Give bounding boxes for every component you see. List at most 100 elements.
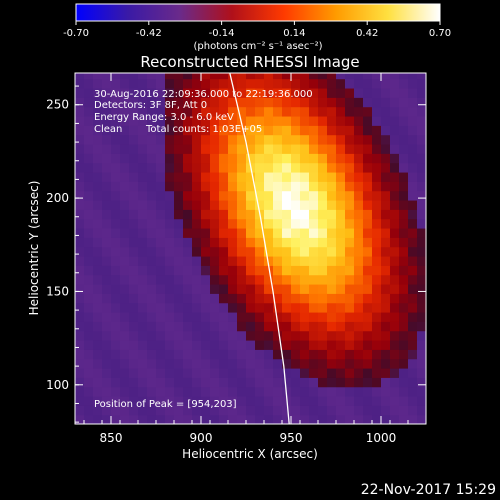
heatmap-cell xyxy=(354,255,364,266)
heatmap-cell xyxy=(318,274,328,285)
heatmap-cell xyxy=(327,199,337,210)
heatmap-cell xyxy=(408,106,418,117)
heatmap-cell xyxy=(102,106,112,117)
heatmap-cell xyxy=(156,87,166,98)
heatmap-cell xyxy=(291,237,301,248)
heatmap-cell xyxy=(345,330,355,341)
heatmap-cell xyxy=(309,237,319,248)
heatmap-cell xyxy=(219,377,229,388)
heatmap-cell xyxy=(408,171,418,182)
heatmap-cell xyxy=(255,73,265,80)
heatmap-cell xyxy=(192,153,202,164)
heatmap-cell xyxy=(246,190,256,201)
heatmap-cell xyxy=(201,255,211,266)
heatmap-cell xyxy=(93,115,103,126)
heatmap-cell xyxy=(93,395,103,406)
detectors-annotation: Detectors: 3F 8F, Att 0 xyxy=(94,100,207,111)
heatmap-cell xyxy=(336,162,346,173)
heatmap-cell xyxy=(147,115,157,126)
heatmap-cell xyxy=(228,73,238,80)
heatmap-cell xyxy=(399,73,409,80)
heatmap-cell xyxy=(354,143,364,154)
heatmap-cell xyxy=(354,358,364,369)
heatmap-cell xyxy=(390,209,400,220)
heatmap-cell xyxy=(417,106,426,117)
heatmap-cell xyxy=(282,293,292,304)
heatmap-cell xyxy=(219,330,229,341)
heatmap-cell xyxy=(372,321,382,332)
heatmap-cell xyxy=(84,358,94,369)
heatmap-cell xyxy=(174,377,184,388)
heatmap-cell xyxy=(174,78,184,89)
heatmap-cell xyxy=(345,209,355,220)
heatmap-cell xyxy=(345,395,355,406)
heatmap-cell xyxy=(300,181,310,192)
heatmap-cell xyxy=(246,339,256,350)
heatmap-cell xyxy=(327,246,337,257)
heatmap-cell xyxy=(102,283,112,294)
heatmap-cell xyxy=(381,274,391,285)
heatmap-cell xyxy=(102,414,112,424)
heatmap-cell xyxy=(390,311,400,322)
heatmap-cell xyxy=(255,199,265,210)
heatmap-cell xyxy=(291,209,301,220)
heatmap-cell xyxy=(273,237,283,248)
heatmap-cell xyxy=(381,414,391,424)
heatmap-cell xyxy=(318,87,328,98)
heatmap-cell xyxy=(255,265,265,276)
heatmap-cell xyxy=(273,405,283,416)
heatmap-cell xyxy=(156,395,166,406)
heatmap-cell xyxy=(228,395,238,406)
heatmap-cell xyxy=(192,87,202,98)
heatmap-cell xyxy=(246,218,256,229)
heatmap-cell xyxy=(399,367,409,378)
heatmap-cell xyxy=(417,274,426,285)
heatmap-cell xyxy=(336,321,346,332)
heatmap-cell xyxy=(300,255,310,266)
heatmap-cell xyxy=(228,255,238,266)
heatmap-cell xyxy=(129,339,139,350)
heatmap-cell xyxy=(327,255,337,266)
heatmap-cell xyxy=(129,311,139,322)
heatmap-cell xyxy=(273,97,283,108)
heatmap-cell xyxy=(399,125,409,136)
heatmap-cell xyxy=(300,190,310,201)
heatmap-cell xyxy=(120,358,130,369)
heatmap-cell xyxy=(273,395,283,406)
heatmap-cell xyxy=(399,106,409,117)
heatmap-cell xyxy=(282,274,292,285)
heatmap-cell xyxy=(156,134,166,145)
heatmap-cell xyxy=(417,134,426,145)
heatmap-cell xyxy=(75,367,85,378)
heatmap-cell xyxy=(75,87,85,98)
heatmap-cell xyxy=(318,367,328,378)
heatmap-cell xyxy=(372,274,382,285)
heatmap-cell xyxy=(309,414,319,424)
heatmap-cell xyxy=(363,162,373,173)
heatmap-cell xyxy=(417,255,426,266)
heatmap-cell xyxy=(129,218,139,229)
heatmap-cell xyxy=(246,237,256,248)
heatmap-cell xyxy=(237,265,247,276)
heatmap-cell xyxy=(120,414,130,424)
colorbar-tick-label: 0.42 xyxy=(356,28,378,39)
heatmap-cell xyxy=(381,97,391,108)
heatmap-cell xyxy=(138,209,148,220)
heatmap-cell xyxy=(282,115,292,126)
heatmap-cell xyxy=(327,386,337,397)
heatmap-cell xyxy=(156,246,166,257)
heatmap-cell xyxy=(156,190,166,201)
heatmap-cell xyxy=(318,237,328,248)
heatmap-cell xyxy=(255,227,265,238)
heatmap-cell xyxy=(111,97,121,108)
heatmap-cell xyxy=(345,227,355,238)
heatmap-cell xyxy=(363,377,373,388)
heatmap-cell xyxy=(390,293,400,304)
heatmap-cell xyxy=(381,283,391,294)
heatmap-cell xyxy=(372,358,382,369)
heatmap-cell xyxy=(84,321,94,332)
heatmap-cell xyxy=(372,246,382,257)
heatmap-cell xyxy=(102,218,112,229)
heatmap-cell xyxy=(363,190,373,201)
heatmap-cell xyxy=(345,293,355,304)
